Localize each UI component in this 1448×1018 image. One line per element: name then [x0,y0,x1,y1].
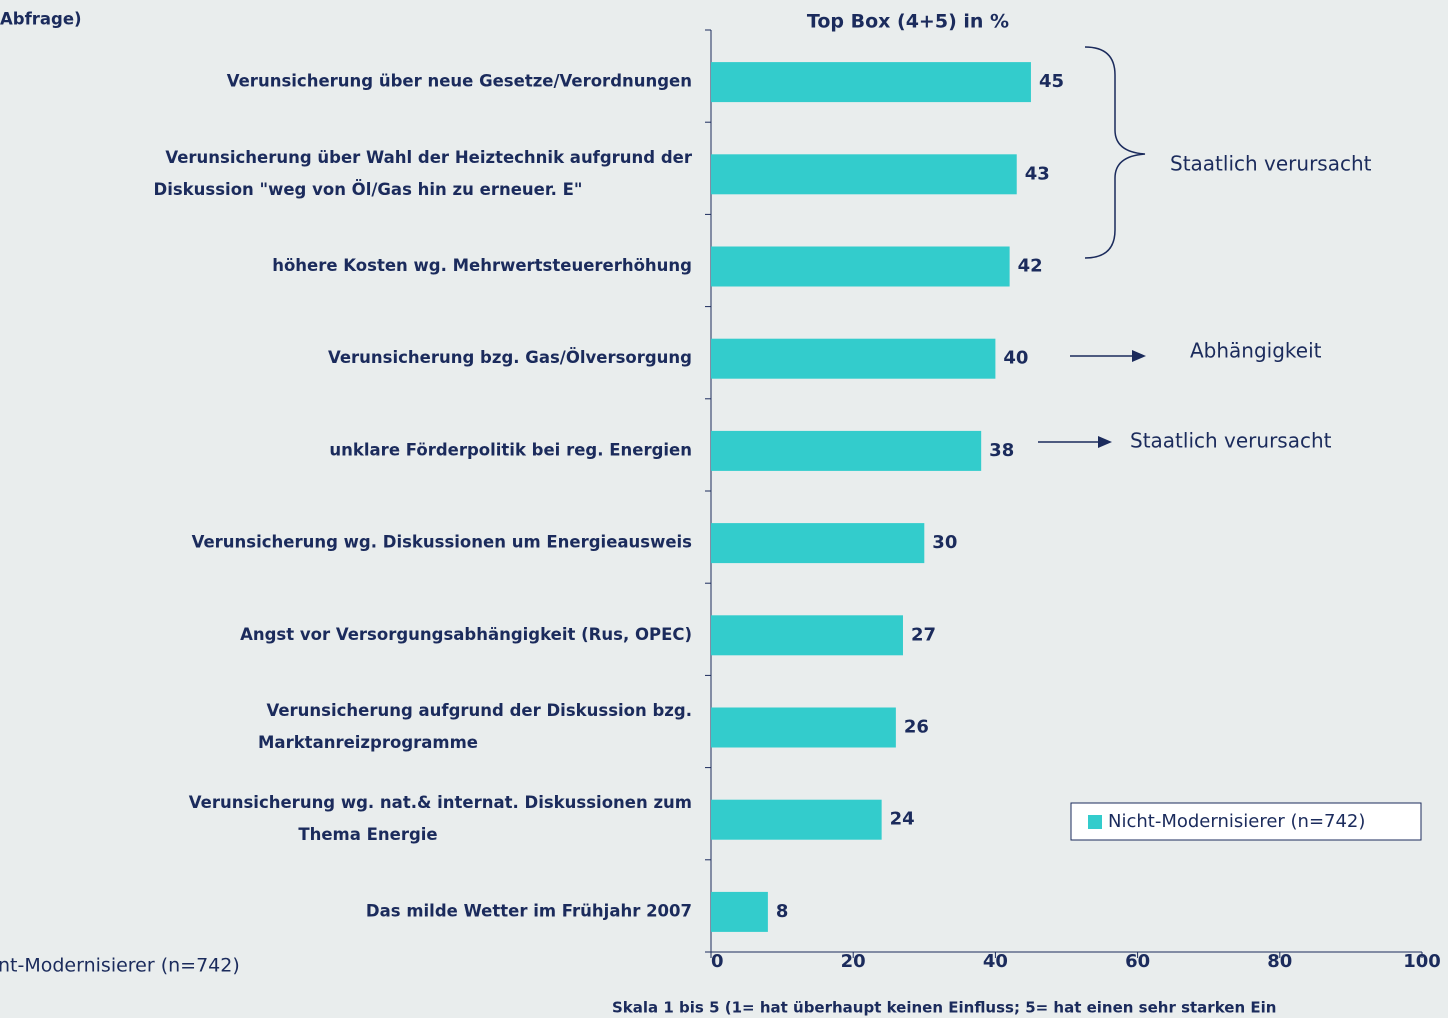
bar [711,154,1017,195]
data-label: 26 [904,717,929,738]
data-label: 27 [911,624,936,645]
bar [711,246,1010,287]
bar [711,707,896,748]
x-tick-label: 60 [1125,951,1150,972]
bar [711,615,903,656]
x-axis-label: Skala 1 bis 5 (1= hat überhaupt keinen E… [612,999,1276,1017]
bar [711,891,768,932]
y-tick-label: höhere Kosten wg. Mehrwertsteuererhöhung [272,256,692,275]
bar [711,523,925,564]
legend-box [1070,802,1422,841]
y-tick-label: Diskussion "weg von Öl/Gas hin zu erneue… [154,180,583,199]
x-tick-label: 0 [711,951,724,972]
y-tick-label: Angst vor Versorgungsabhängigkeit (Rus, … [240,625,692,644]
y-tick-label: unklare Förderpolitik bei reg. Energien [329,440,692,459]
legend-label: Nicht-Modernisierer (n=742) [1108,811,1365,832]
column-header: Top Box (4+5) in % [807,11,1009,33]
data-label: 38 [989,440,1014,461]
y-tick-label: Verunsicherung wg. Diskussionen um Energ… [192,533,693,552]
x-tick-label: 20 [841,951,866,972]
y-tick-label: Marktanreizprogramme [258,733,478,752]
data-label: 30 [932,532,957,553]
annotation: Staatlich verursacht [1170,152,1372,176]
y-tick-label: Verunsicherung über Wahl der Heiztechnik… [165,148,693,167]
annotation: Staatlich verursacht [1130,429,1332,453]
legend-swatch [1088,815,1102,829]
y-tick-label: Das milde Wetter im Frühjahr 2007 [366,901,692,920]
data-label: 8 [776,901,789,922]
bar [711,430,982,471]
x-tick-label: 100 [1403,951,1441,972]
x-tick-label: 40 [983,951,1008,972]
y-tick-label: Verunsicherung wg. nat.& internat. Disku… [189,793,692,812]
brace [1084,46,1146,259]
y-tick-label: Verunsicherung bzg. Gas/Ölversorgung [328,348,692,367]
data-label: 42 [1018,256,1043,277]
arrow-head [1132,350,1146,362]
data-label: 45 [1039,71,1064,92]
bar [711,62,1031,103]
arrow-head [1098,436,1112,448]
annotation: Abhängigkeit [1190,339,1322,363]
data-label: 24 [890,809,915,830]
y-tick-label: Thema Energie [298,825,437,844]
y-tick-label: Verunsicherung über neue Gesetze/Verordn… [227,72,692,91]
y-tick-label: Verunsicherung aufgrund der Diskussion b… [266,701,692,720]
bar [711,338,996,379]
bar [711,799,882,840]
annotation: nt-Modernisierer (n=742) [0,955,240,977]
data-label: 40 [1003,348,1028,369]
chart-title: Abfrage) [0,10,82,29]
x-tick-label: 80 [1267,951,1292,972]
data-label: 43 [1025,163,1050,184]
